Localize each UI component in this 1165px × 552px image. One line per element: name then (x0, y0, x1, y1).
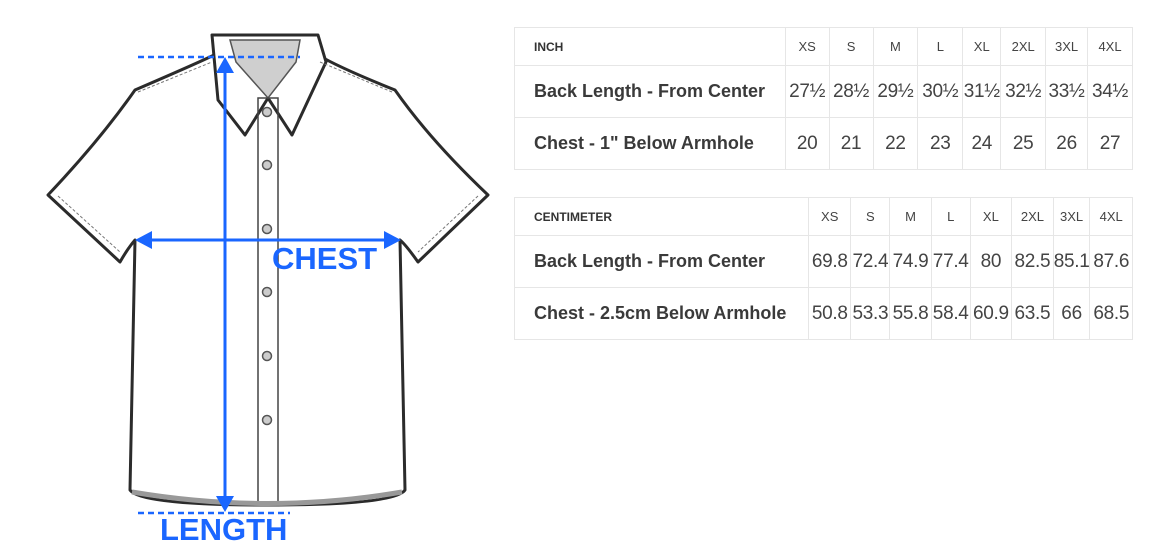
table-row: Back Length - From Center 69.8 72.4 74.9… (514, 235, 1133, 288)
size-header: 3XL (1045, 27, 1089, 66)
cell: 66 (1052, 287, 1091, 340)
cell: 50.8 (807, 287, 852, 340)
cell: 30½ (917, 65, 964, 118)
size-header: XS (784, 27, 830, 66)
centimeter-size-table: CENTIMETER XS S M L XL 2XL 3XL 4XL Back … (514, 197, 1133, 340)
button-icon (261, 106, 273, 118)
unit-label: INCH (514, 27, 786, 66)
cell: 63.5 (1011, 287, 1054, 340)
row-label: Back Length - From Center (514, 65, 786, 118)
cell: 80 (969, 235, 1013, 288)
cell: 28½ (828, 65, 874, 118)
size-header: XL (969, 197, 1013, 236)
size-header: L (930, 197, 971, 236)
cell: 34½ (1087, 65, 1133, 118)
row-label: Chest - 1" Below Armhole (514, 117, 786, 170)
cell: 55.8 (889, 287, 932, 340)
cell: 24 (962, 117, 1002, 170)
table-header-row: CENTIMETER XS S M L XL 2XL 3XL 4XL (514, 197, 1133, 236)
unit-label: CENTIMETER (514, 197, 809, 236)
button-icon (261, 286, 273, 298)
table-row: Back Length - From Center 27½ 28½ 29½ 30… (514, 65, 1133, 118)
size-header: XL (962, 27, 1002, 66)
cell: 23 (917, 117, 964, 170)
cell: 27 (1087, 117, 1133, 170)
cell: 25 (1000, 117, 1047, 170)
cell: 29½ (872, 65, 919, 118)
cell: 27½ (784, 65, 830, 118)
size-header: 3XL (1052, 197, 1091, 236)
cell: 68.5 (1089, 287, 1133, 340)
chest-label: CHEST (272, 241, 378, 276)
cell: 33½ (1045, 65, 1089, 118)
cell: 69.8 (807, 235, 852, 288)
cell: 58.4 (930, 287, 971, 340)
cell: 21 (828, 117, 874, 170)
size-header: S (828, 27, 874, 66)
row-label: Back Length - From Center (514, 235, 809, 288)
arrow-down-icon (216, 496, 234, 512)
length-label: LENGTH (160, 512, 288, 547)
size-header: 4XL (1089, 197, 1133, 236)
size-header: L (917, 27, 964, 66)
cell: 31½ (962, 65, 1002, 118)
shirt-body (46, 53, 490, 507)
button-icon (261, 159, 273, 171)
size-header: 2XL (1011, 197, 1054, 236)
size-header: 2XL (1000, 27, 1047, 66)
shirt-diagram (46, 33, 490, 515)
cell: 26 (1045, 117, 1089, 170)
cell: 82.5 (1011, 235, 1054, 288)
size-header: M (889, 197, 932, 236)
button-icon (261, 414, 273, 426)
cell: 32½ (1000, 65, 1047, 118)
arrow-left-icon (135, 231, 152, 249)
size-header: S (850, 197, 891, 236)
table-row: Chest - 2.5cm Below Armhole 50.8 53.3 55… (514, 287, 1133, 340)
row-label: Chest - 2.5cm Below Armhole (514, 287, 809, 340)
cell: 60.9 (969, 287, 1013, 340)
button-icon (261, 223, 273, 235)
button-icon (261, 350, 273, 362)
inch-size-table: INCH XS S M L XL 2XL 3XL 4XL Back Length… (514, 27, 1133, 170)
cell: 85.1 (1052, 235, 1091, 288)
table-row: Chest - 1" Below Armhole 20 21 22 23 24 … (514, 117, 1133, 170)
table-header-row: INCH XS S M L XL 2XL 3XL 4XL (514, 27, 1133, 66)
cell: 20 (784, 117, 830, 170)
cell: 22 (872, 117, 919, 170)
cell: 87.6 (1089, 235, 1133, 288)
cell: 72.4 (850, 235, 891, 288)
size-header: XS (807, 197, 852, 236)
cell: 77.4 (930, 235, 971, 288)
cell: 53.3 (850, 287, 891, 340)
cell: 74.9 (889, 235, 932, 288)
size-header: M (872, 27, 919, 66)
size-header: 4XL (1087, 27, 1133, 66)
arrow-up-icon (216, 57, 234, 73)
arrow-right-icon (384, 231, 401, 249)
